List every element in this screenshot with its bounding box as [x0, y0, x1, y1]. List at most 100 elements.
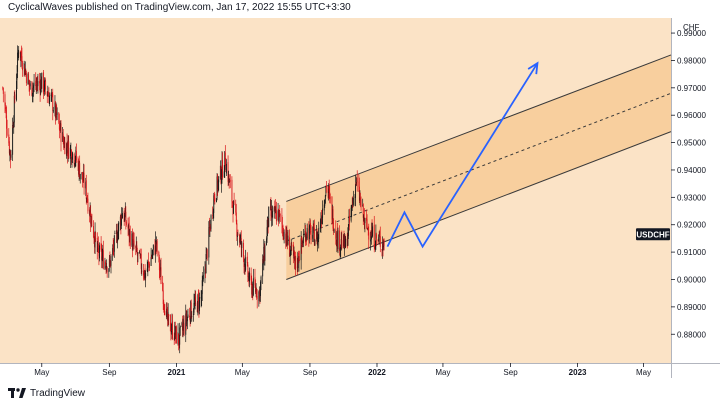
candle [44, 77, 45, 96]
candle [56, 104, 58, 120]
currency-label: CHF [683, 23, 700, 32]
candle [132, 232, 134, 251]
candle [337, 227, 339, 254]
candle [313, 223, 315, 231]
candle [35, 72, 37, 91]
candle [302, 238, 304, 248]
candle [168, 313, 170, 326]
projection-group[interactable] [386, 61, 539, 249]
candle [66, 142, 67, 159]
candle [248, 271, 250, 287]
candle [81, 172, 83, 180]
candle [285, 225, 287, 249]
candle [46, 91, 48, 104]
candle [377, 238, 379, 245]
candle [133, 231, 134, 244]
candle [2, 87, 4, 103]
symbol-label-background [636, 228, 670, 241]
tradingview-brand-text: TradingView [30, 387, 86, 399]
candle [208, 217, 210, 235]
candle [39, 72, 41, 91]
candle [17, 49, 19, 58]
candle [317, 231, 319, 252]
candle [363, 208, 365, 230]
candle [289, 229, 291, 257]
candle [359, 190, 361, 206]
candle [129, 228, 131, 243]
candle [73, 152, 75, 167]
candle [160, 259, 161, 277]
candle [131, 228, 133, 258]
candle [36, 76, 38, 92]
candle [185, 304, 187, 343]
candle [251, 275, 253, 298]
candle [296, 257, 298, 275]
candle [43, 84, 45, 95]
price-axis-ticks: 0.99000 0.98000 0.97000 0.96000 0.95000 0.940… [671, 29, 706, 339]
candle [41, 72, 43, 93]
channel-median-line[interactable] [286, 92, 672, 242]
candle [31, 92, 33, 103]
candle [266, 236, 267, 246]
candle [141, 263, 143, 276]
candle [18, 46, 20, 61]
candle [304, 222, 306, 238]
candle [163, 303, 165, 316]
candle [125, 220, 127, 227]
candle [195, 290, 197, 306]
candle [179, 325, 181, 336]
candle [267, 216, 269, 237]
candle [209, 220, 211, 237]
candle [224, 151, 226, 178]
candle [239, 232, 241, 245]
candle [197, 289, 199, 302]
candle [372, 222, 374, 238]
candle [170, 322, 172, 341]
candle [56, 107, 58, 121]
candle [40, 76, 42, 89]
candle [117, 231, 119, 249]
candle [137, 251, 139, 263]
candle [300, 231, 302, 270]
candle [375, 232, 377, 247]
candle [28, 79, 30, 92]
candle [208, 221, 210, 265]
candle [250, 267, 252, 286]
channel-lower-line[interactable] [286, 131, 672, 280]
candle [240, 230, 242, 257]
candle [16, 73, 17, 102]
candle [171, 313, 173, 340]
candle [340, 244, 342, 258]
candle [156, 236, 158, 252]
candle [10, 149, 12, 161]
time-tick-label: May [34, 368, 49, 377]
candle [50, 92, 52, 102]
candle [35, 77, 37, 95]
candle [313, 219, 315, 246]
candle [94, 232, 95, 254]
candle [378, 234, 380, 242]
candle [308, 221, 310, 247]
time-tick-label: Sep [303, 368, 318, 377]
candle [109, 251, 111, 266]
candle [60, 120, 61, 133]
projection-arrowhead[interactable] [527, 61, 539, 75]
candle [82, 171, 84, 183]
projection-line[interactable] [386, 62, 539, 249]
candle [97, 240, 99, 253]
candle [306, 223, 308, 241]
channel-upper-line[interactable] [286, 54, 672, 202]
candle [116, 223, 117, 243]
candle [192, 308, 194, 322]
candle [91, 213, 93, 227]
candle [67, 135, 69, 162]
candle [64, 137, 66, 155]
candle [214, 193, 216, 205]
candle [147, 261, 149, 277]
price-axis-background[interactable] [671, 18, 720, 378]
candle [308, 224, 310, 244]
tradingview-footer: TradingView [8, 385, 85, 401]
chart-area[interactable]: 0.99000 0.98000 0.97000 0.96000 0.95000 0.940… [0, 18, 720, 378]
price-chart[interactable]: 0.99000 0.98000 0.97000 0.96000 0.95000 0.940… [0, 18, 720, 378]
candle [324, 194, 326, 205]
